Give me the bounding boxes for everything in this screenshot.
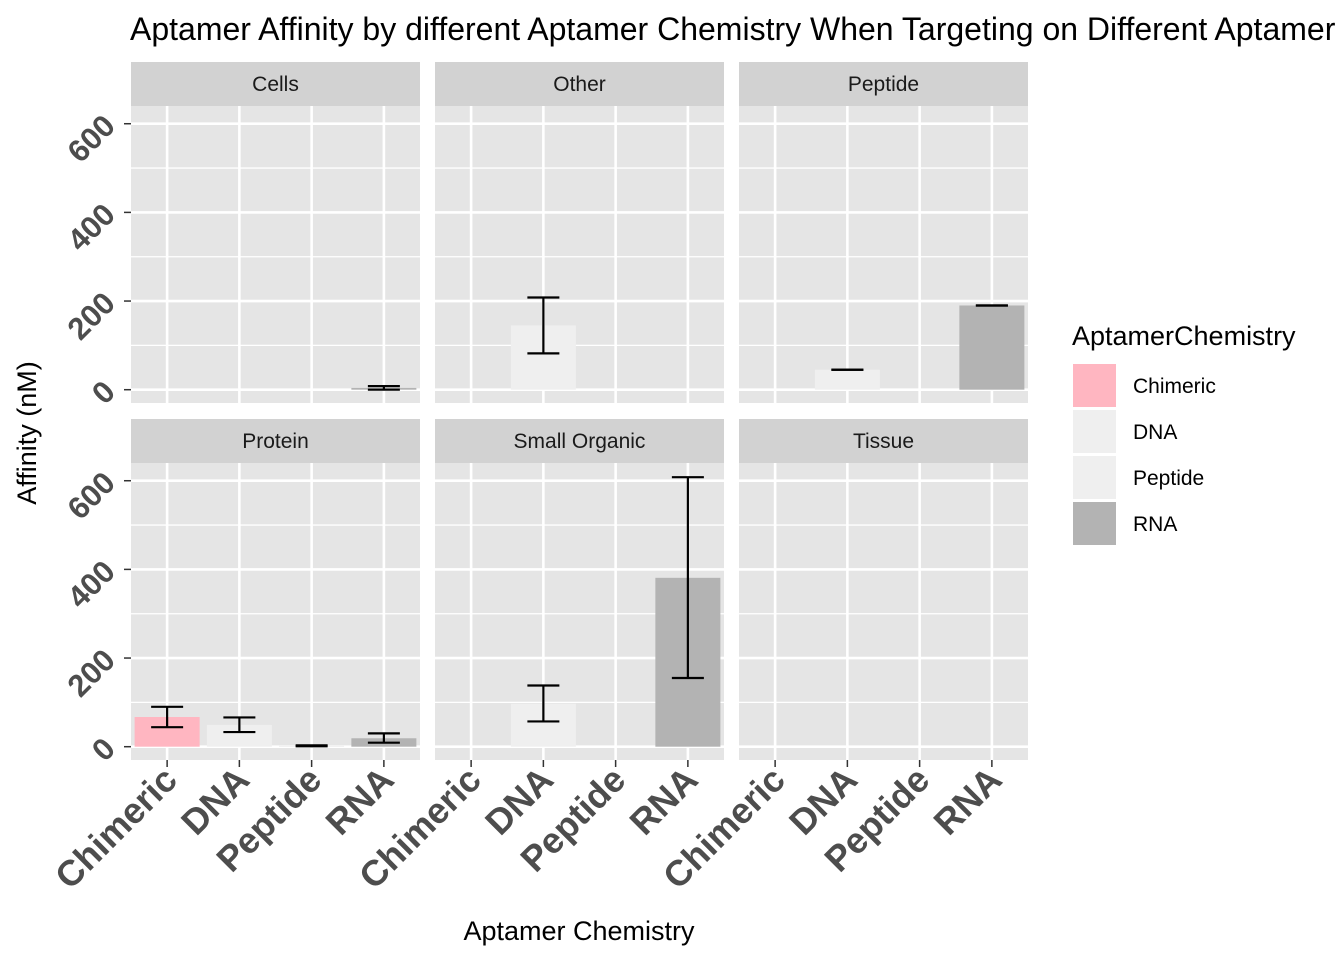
errorbar-small-organic-dna (527, 684, 560, 723)
facet-label-cells: Cells (252, 73, 299, 96)
legend-label-chimeric: Chimeric (1133, 375, 1216, 398)
bar-peptide-dna (814, 369, 880, 390)
legend-label-rna: RNA (1133, 513, 1177, 536)
legend-title: AptamerChemistry (1072, 321, 1296, 351)
legend-key-dna (1073, 410, 1116, 453)
chart-title: Aptamer Affinity by different Aptamer Ch… (130, 11, 1344, 47)
y-axis-title: Affinity (nM) (12, 361, 42, 505)
facet-other: Other (435, 62, 724, 403)
errorbar-cells-rna (367, 385, 400, 391)
x-tick-label-chimeric: Chimeric (47, 759, 185, 897)
x-tick-label-rna: RNA (925, 759, 1009, 843)
y-tick-label-200: 200 (61, 642, 122, 703)
x-axis-title: Aptamer Chemistry (463, 916, 695, 946)
facet-label-other: Other (553, 73, 606, 96)
panel-background-cells (131, 106, 420, 403)
y-tick-label-0: 0 (85, 731, 122, 768)
facet-peptide: Peptide (739, 62, 1028, 403)
legend: AptamerChemistry Chimeric DNA Peptide RNA (1072, 321, 1296, 545)
errorbar-other-dna (527, 296, 560, 355)
facet-strip-tissue (739, 419, 1028, 463)
y-tick-label-600: 600 (61, 108, 122, 169)
facet-strip-small-organic (435, 419, 724, 463)
panel-background-protein (131, 463, 420, 760)
y-tick-label-600: 600 (61, 465, 122, 526)
facet-label-small-organic: Small Organic (514, 430, 646, 453)
errorbar-protein-dna (223, 716, 256, 734)
facet-strip-other (435, 62, 724, 106)
legend-label-peptide: Peptide (1133, 467, 1204, 490)
facet-label-tissue: Tissue (853, 430, 914, 453)
panel-background-tissue (739, 463, 1028, 760)
legend-label-dna: DNA (1133, 421, 1177, 444)
legend-key-chimeric (1073, 364, 1116, 407)
errorbar-small-organic-rna (671, 476, 704, 680)
errorbar-protein-chimeric (151, 705, 184, 729)
legend-key-rna (1073, 502, 1116, 545)
errorbar-protein-rna (367, 732, 400, 744)
panel-background-other (435, 106, 724, 403)
facet-panels: Cells 0 200 400 600 Other Peptide Protein 0 200 40… (47, 62, 1028, 897)
facet-strip-cells (131, 62, 420, 106)
facet-strip-protein (131, 419, 420, 463)
bar-peptide-rna (959, 305, 1025, 390)
y-tick-label-0: 0 (85, 374, 122, 411)
legend-key-peptide (1073, 456, 1116, 499)
errorbar-protein-peptide (295, 744, 328, 748)
y-tick-label-200: 200 (61, 285, 122, 346)
facet-strip-peptide (739, 62, 1028, 106)
bar-protein-dna (206, 724, 272, 747)
facet-label-protein: Protein (242, 430, 309, 453)
y-tick-label-400: 400 (61, 197, 122, 258)
y-tick-label-400: 400 (61, 554, 122, 615)
facet-label-peptide: Peptide (848, 73, 919, 96)
facet-cells: Cells 0 200 400 600 (61, 62, 420, 411)
